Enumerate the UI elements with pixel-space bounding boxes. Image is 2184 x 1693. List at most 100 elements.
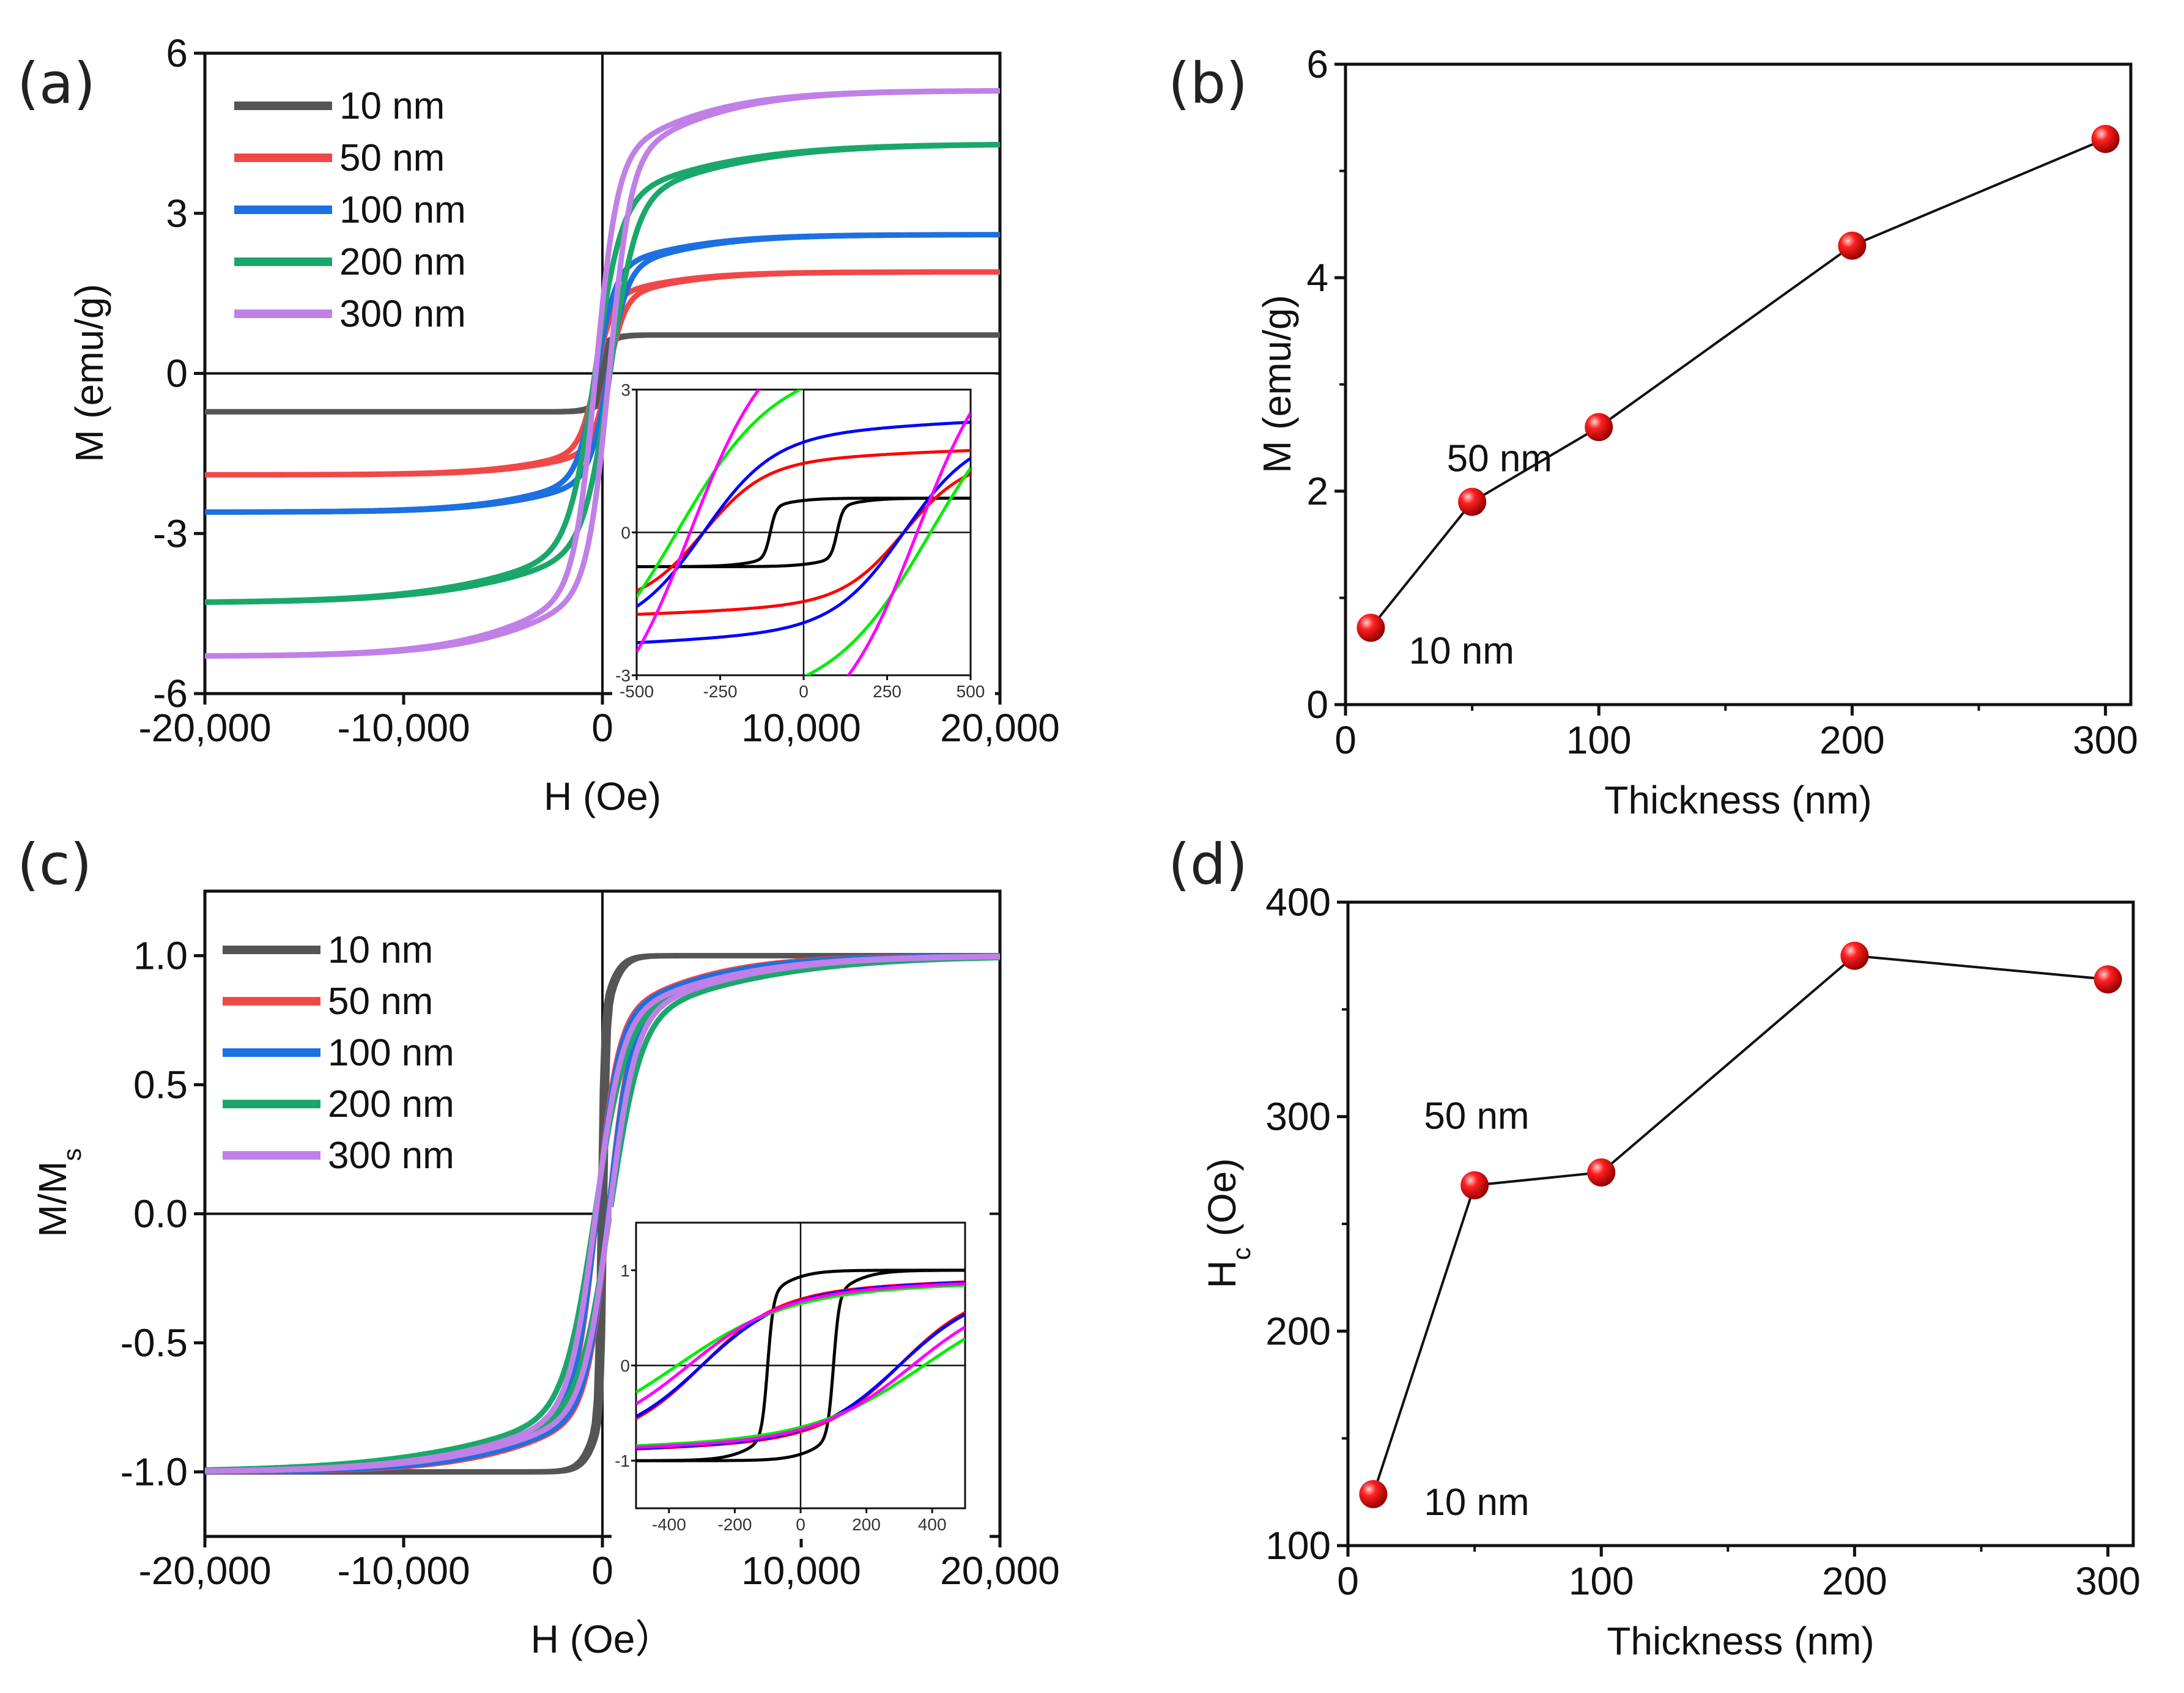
x-tick-label: 0 — [591, 706, 613, 750]
y-axis-label-part: (Oe) — [1200, 1158, 1244, 1248]
data-point — [1357, 613, 1385, 642]
data-point — [2093, 965, 2122, 994]
y-tick-label: 200 — [1265, 1309, 1331, 1353]
x-axis-label: Thickness (nm) — [1607, 1619, 1874, 1663]
inset-y-tick-label: -1 — [615, 1451, 630, 1470]
y-tick-label: 0.5 — [133, 1063, 188, 1107]
inset-y-tick-label: 3 — [621, 380, 631, 399]
annotation-label: 50 nm — [1447, 438, 1552, 480]
y-axis-label-subscript: c — [1227, 1247, 1256, 1260]
y-tick-label: 0 — [166, 352, 188, 396]
x-tick-label: 20,000 — [940, 706, 1060, 750]
connecting-line — [1369, 138, 2106, 629]
inset-series-line — [636, 1269, 965, 1462]
annotation-label: 10 nm — [1409, 630, 1514, 672]
y-tick-label: 2 — [1306, 469, 1328, 513]
inset-series-line — [636, 1282, 965, 1449]
x-tick-label: 200 — [1822, 1559, 1887, 1603]
panel-label: (b) — [1168, 51, 1248, 116]
y-tick-label: 400 — [1265, 880, 1331, 924]
inset-chart: -500 -250 0 250 500 -3 0 3 — [612, 374, 995, 706]
y-axis-label-part: H — [1200, 1260, 1244, 1288]
y-tick-label: 0.0 — [133, 1192, 188, 1236]
x-axis-label: H (Oe) — [544, 774, 661, 818]
data-point — [1585, 413, 1613, 442]
inset-x-tick-label: -400 — [652, 1515, 686, 1534]
panel-b: 0 100 200 300 0 2 4 6 Thickness (nm) (b) 50 nm 10 n… — [1168, 42, 2138, 822]
panel-a: -20,000 -10,000 0 10,000 20,000 -6 -3 0 3 6 H (Oe)… — [17, 31, 1060, 818]
data-point — [1840, 941, 1869, 970]
data-point — [1838, 231, 1867, 260]
connecting-line — [1372, 954, 2108, 1495]
annotation-label: 10 nm — [1424, 1481, 1529, 1524]
x-axis-label: Thickness (nm) — [1604, 778, 1871, 822]
y-tick-label: 0 — [1306, 683, 1328, 727]
series-line-300-nm — [205, 954, 1000, 1474]
y-axis-label: M (emu/g) — [1255, 295, 1299, 473]
inset-x-tick-label: 400 — [918, 1515, 947, 1534]
series-line-300-nm — [205, 88, 1000, 659]
inset-y-tick-label: 1 — [620, 1261, 630, 1280]
plot-frame — [1344, 62, 2133, 706]
annotation-label: 50 nm — [1424, 1095, 1529, 1138]
inset-series-line — [637, 420, 971, 645]
legend-label: 300 nm — [328, 1135, 454, 1177]
inset-x-tick-label: 250 — [873, 682, 901, 701]
legend-label: 100 nm — [339, 189, 466, 231]
inset-series-line — [637, 390, 971, 675]
inset-chart: -400 -200 0 200 400 -1 0 1 — [612, 1207, 990, 1539]
x-tick-label: 300 — [2075, 1559, 2141, 1603]
inset-x-tick-label: 500 — [957, 682, 985, 701]
inset-series-line — [637, 497, 971, 568]
inset-y-tick-label: -3 — [615, 666, 631, 685]
y-tick-label: 300 — [1265, 1095, 1331, 1139]
x-tick-label: 10,000 — [741, 706, 861, 750]
x-tick-label: 100 — [1566, 718, 1632, 762]
legend-label: 100 nm — [328, 1032, 454, 1074]
panel-c: -20,000 -10,000 0 10,000 20,000 -1.0 -0.5 0.0 0.… — [17, 832, 1060, 1661]
x-tick-label: -10,000 — [337, 706, 470, 750]
x-tick-label: 0 — [591, 1549, 613, 1593]
plot-frame — [1346, 900, 2135, 1547]
x-tick-label: 100 — [1569, 1559, 1634, 1603]
inset-x-tick-label: 0 — [799, 682, 809, 701]
panel-label: (d) — [1168, 832, 1248, 897]
inset-y-tick-label: 0 — [621, 524, 631, 543]
x-tick-label: 200 — [1819, 718, 1885, 762]
x-tick-label: -20,000 — [138, 706, 271, 750]
legend-label: 50 nm — [328, 980, 433, 1023]
legend-label: 50 nm — [339, 137, 445, 179]
legend-label: 10 nm — [328, 929, 433, 971]
data-point — [1458, 487, 1487, 516]
inset-x-tick-label: 0 — [796, 1515, 805, 1534]
data-point — [1359, 1480, 1388, 1508]
inset-y-tick-label: 0 — [620, 1357, 630, 1376]
data-point — [1460, 1171, 1489, 1199]
legend-label: 200 nm — [339, 241, 466, 283]
x-tick-label: -20,000 — [138, 1549, 271, 1593]
y-tick-label: -3 — [153, 511, 188, 555]
y-tick-label: -1.0 — [120, 1450, 188, 1494]
x-tick-label: 300 — [2073, 718, 2138, 762]
legend-label: 10 nm — [339, 85, 445, 127]
y-tick-label: 3 — [166, 191, 188, 235]
inset-x-tick-label: 200 — [852, 1515, 881, 1534]
y-tick-label: 4 — [1306, 256, 1328, 300]
y-axis-label: M/Ms — [31, 1148, 86, 1237]
legend-label: 300 nm — [339, 293, 466, 335]
inset-series-line — [636, 1283, 965, 1448]
y-axis-label: M (emu/g) — [67, 284, 111, 462]
x-tick-label: 10,000 — [741, 1549, 861, 1593]
x-tick-label: -10,000 — [337, 1549, 470, 1593]
y-axis-label-subscript: s — [57, 1148, 86, 1161]
y-tick-label: -0.5 — [120, 1321, 188, 1365]
panel-label: (a) — [17, 51, 95, 116]
inset-x-tick-label: -500 — [620, 682, 654, 701]
y-axis-label: Hc (Oe) — [1200, 1158, 1256, 1289]
y-tick-label: -6 — [153, 672, 188, 716]
x-tick-label: 20,000 — [940, 1549, 1060, 1593]
inset-series-line — [637, 390, 971, 675]
panel-label: (c) — [17, 832, 92, 897]
